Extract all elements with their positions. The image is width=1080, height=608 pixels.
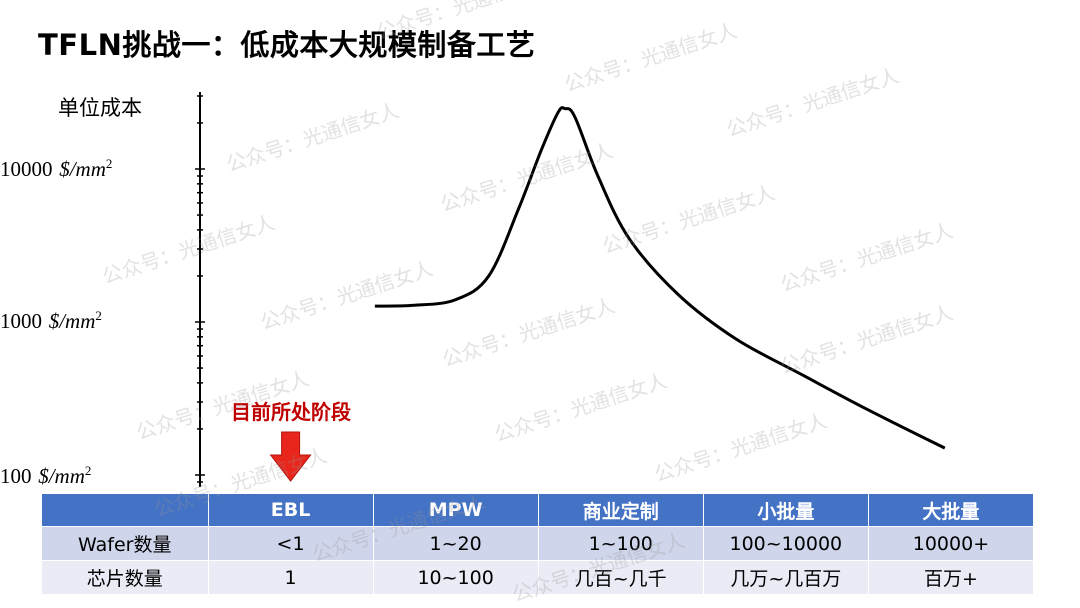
table-header-blank xyxy=(42,494,209,527)
col-header-small-batch: 小批量 xyxy=(703,494,869,527)
col-header-ebl: EBL xyxy=(208,494,374,527)
down-arrow-icon xyxy=(269,431,312,482)
col-header-commercial: 商业定制 xyxy=(538,494,704,527)
table-cell: 10~100 xyxy=(373,560,539,594)
cost-curve xyxy=(374,106,946,450)
y-tick-label-10000: 10000 $/mm2 xyxy=(0,156,113,181)
y-tick-label-1000: 1000 $/mm2 xyxy=(0,308,102,333)
table-cell: 1 xyxy=(208,560,374,594)
col-header-mass: 大批量 xyxy=(868,494,1035,527)
table-cell: 百万+ xyxy=(868,560,1035,594)
y-tick-label-100: 100 $/mm2 xyxy=(0,463,92,488)
y-axis-label: 单位成本 xyxy=(58,96,142,120)
row-label-wafer: Wafer数量 xyxy=(42,526,209,561)
table-cell: 1~100 xyxy=(538,526,704,561)
col-header-mpw: MPW xyxy=(373,494,539,527)
stage-table: EBL MPW 商业定制 小批量 大批量 Wafer数量 <1 1~20 1~1… xyxy=(42,494,1035,594)
y-axis-ticks xyxy=(195,95,205,483)
table-row: Wafer数量 <1 1~20 1~100 100~10000 10000+ xyxy=(42,526,1035,561)
table-cell: 1~20 xyxy=(373,526,539,561)
table-cell: 几万~几百万 xyxy=(703,560,869,594)
table-cell: 几百~几千 xyxy=(538,560,704,594)
table-cell: 10000+ xyxy=(868,526,1035,561)
table-cell: <1 xyxy=(208,526,374,561)
row-label-chip: 芯片数量 xyxy=(42,560,209,594)
table-header-row: EBL MPW 商业定制 小批量 大批量 xyxy=(42,494,1035,527)
table-cell: 100~10000 xyxy=(703,526,869,561)
current-stage-callout: 目前所处阶段 xyxy=(231,400,351,424)
table-row: 芯片数量 1 10~100 几百~几千 几万~几百万 百万+ xyxy=(42,560,1035,594)
page-title: TFLN挑战一：低成本大规模制备工艺 xyxy=(38,28,536,62)
